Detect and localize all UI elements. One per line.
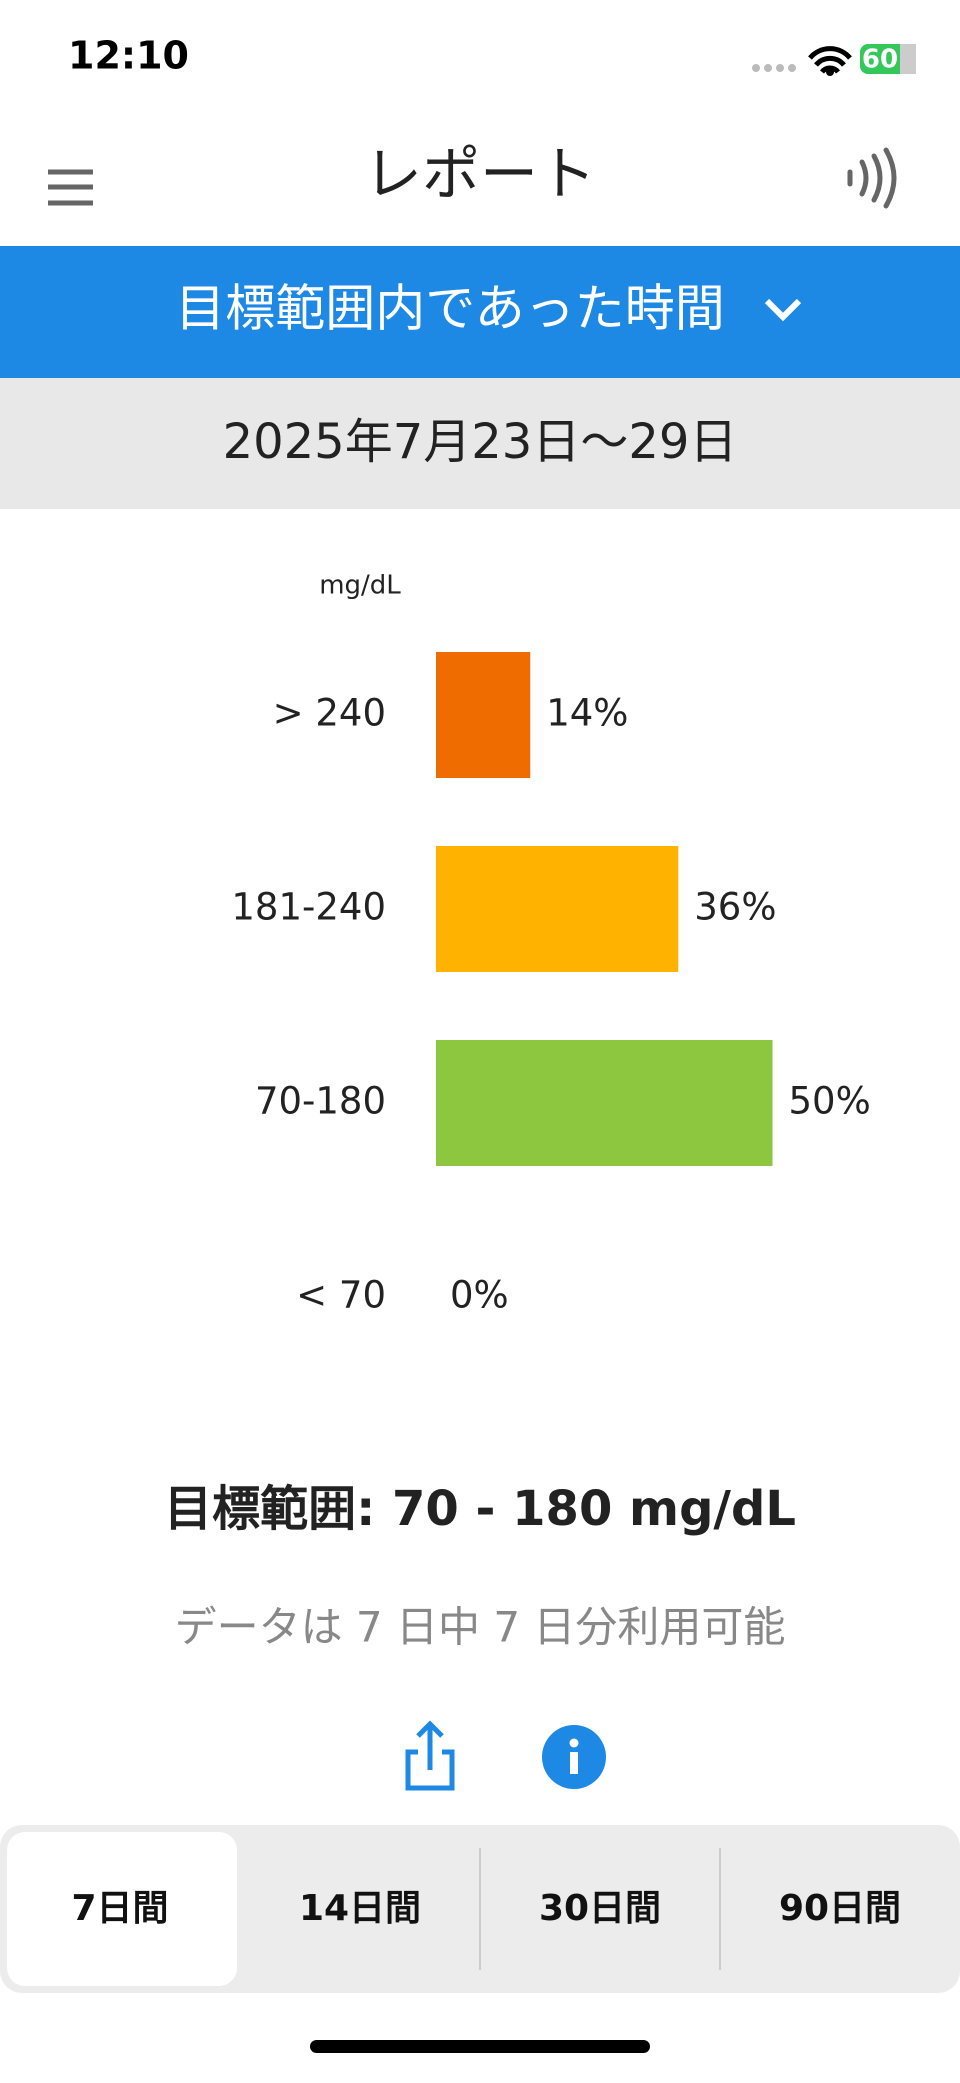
period-option[interactable]: 30日間	[539, 1888, 661, 1929]
signal-dots	[752, 64, 796, 72]
date-bar	[0, 378, 960, 509]
battery-level: 60	[862, 45, 898, 75]
value-label: 50%	[789, 1080, 871, 1123]
period-option[interactable]: 14日間	[299, 1888, 421, 1929]
home-indicator	[310, 2040, 650, 2053]
battery-empty	[900, 44, 916, 74]
header-title: レポート	[364, 140, 596, 208]
report-selector-title[interactable]: 目標範囲内であった時間	[175, 280, 725, 338]
chart: mg/dL > 240 14% 181-240 36% 70-180 50% < 70 0%	[231, 571, 870, 1317]
category-label: 70-180	[255, 1080, 386, 1123]
date-range: 2025年7月23日〜29日	[223, 414, 738, 470]
period-option[interactable]: 7日間	[71, 1888, 168, 1929]
target-range: 目標範囲: 70 - 180 mg/dL	[164, 1481, 796, 1537]
category-label: 181-240	[231, 886, 386, 929]
category-label: > 240	[273, 692, 386, 735]
bar	[436, 652, 531, 778]
category-label: < 70	[296, 1274, 386, 1317]
menu-button[interactable]	[48, 169, 93, 206]
value-label: 0%	[450, 1274, 509, 1317]
nfc-button[interactable]	[847, 147, 897, 209]
wifi-dot	[826, 68, 834, 76]
chevron-down	[764, 298, 802, 322]
value-label: 14%	[546, 692, 628, 735]
share-button[interactable]	[405, 1720, 455, 1791]
period-options: 7日間 14日間 30日間 90日間	[7, 1832, 901, 1986]
bar	[436, 846, 679, 972]
report-selector[interactable]	[0, 246, 960, 378]
status-time: 12:10	[68, 34, 189, 78]
selected-segment	[7, 1832, 237, 1986]
bar	[436, 1040, 773, 1166]
value-label: 36%	[694, 886, 776, 929]
axis-unit: mg/dL	[319, 571, 401, 601]
availability: データは 7 日中 7 日分利用可能	[175, 1603, 786, 1652]
period-option[interactable]: 90日間	[779, 1888, 901, 1929]
info-button[interactable]	[542, 1725, 606, 1789]
